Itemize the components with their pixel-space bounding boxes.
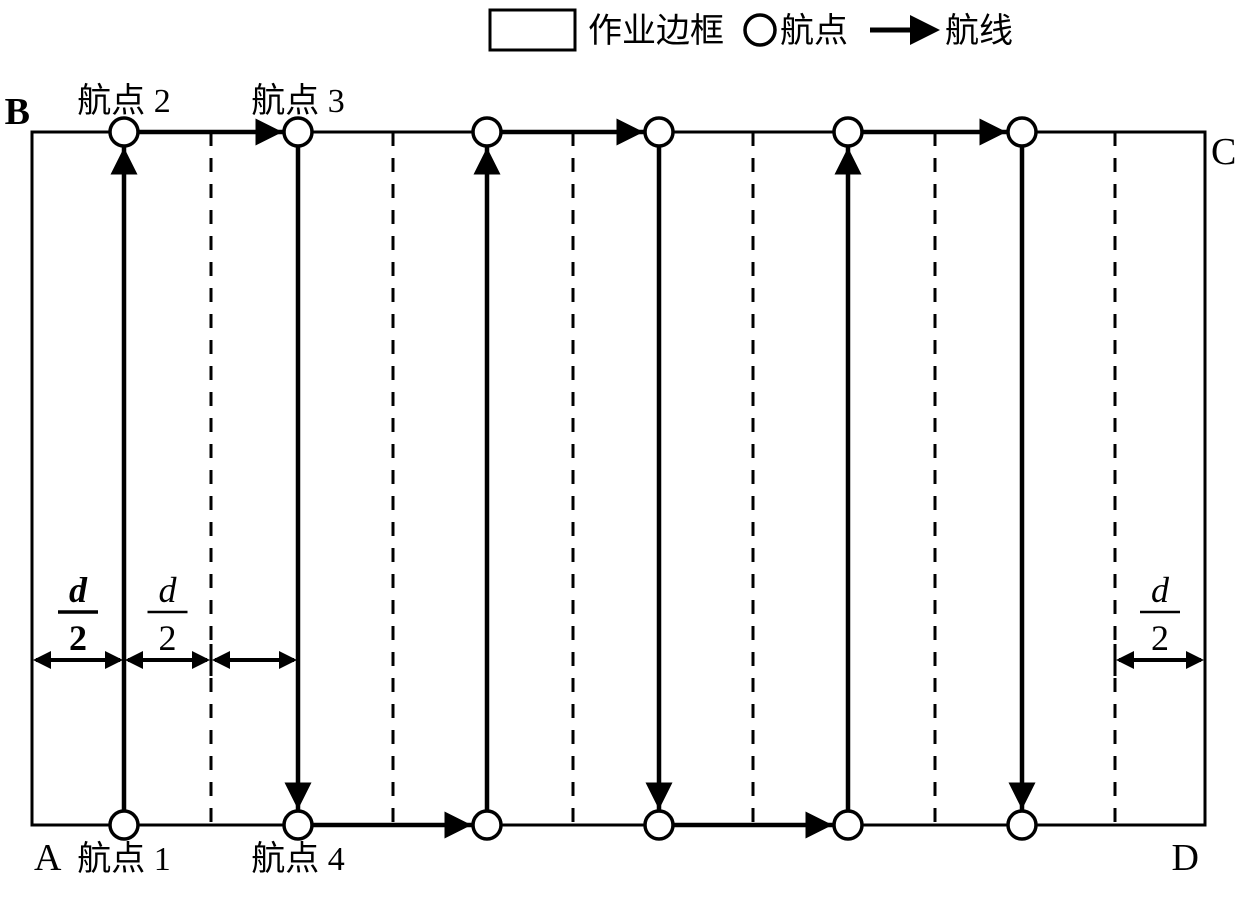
legend-waypoint-icon <box>745 15 775 45</box>
corner-A-label: A <box>34 837 62 879</box>
legend-box-icon <box>490 10 575 50</box>
corner-C-label: C <box>1211 131 1236 173</box>
waypoint-marker <box>110 811 138 839</box>
waypoint-2-label: 航点 2 <box>77 82 171 120</box>
waypoint-3-label: 航点 3 <box>251 82 345 120</box>
waypoint-marker <box>645 118 673 146</box>
waypoint-marker <box>834 811 862 839</box>
corner-B-label: B <box>5 91 30 133</box>
dim-d-half-right: d2 <box>1140 570 1180 658</box>
svg-text:2: 2 <box>159 618 177 658</box>
waypoint-1-label: 航点 1 <box>77 840 171 878</box>
waypoint-marker <box>473 811 501 839</box>
dim-d-half-left-bold: d2 <box>58 570 98 658</box>
legend-waypoint-label: 航点 <box>780 12 848 50</box>
diagram-container: 作业边框航点航线BCAD航点 1航点 2航点 3航点 4d2d2d2 <box>0 0 1240 914</box>
svg-text:2: 2 <box>1151 618 1169 658</box>
dim-d-half-2: d2 <box>148 570 188 658</box>
waypoint-marker <box>284 118 312 146</box>
legend-box-label: 作业边框 <box>588 12 724 50</box>
waypoint-marker <box>1008 811 1036 839</box>
waypoint-marker <box>284 811 312 839</box>
svg-text:d: d <box>69 570 88 610</box>
svg-text:d: d <box>159 570 178 610</box>
work-boundary-box <box>32 132 1205 825</box>
corner-D-label: D <box>1172 837 1199 879</box>
waypoint-4-label: 航点 4 <box>251 840 345 878</box>
legend-route-label: 航线 <box>945 12 1013 50</box>
waypoint-marker <box>834 118 862 146</box>
route-diagram: 作业边框航点航线BCAD航点 1航点 2航点 3航点 4d2d2d2 <box>0 0 1240 914</box>
waypoint-marker <box>473 118 501 146</box>
waypoint-marker <box>110 118 138 146</box>
svg-text:d: d <box>1151 570 1170 610</box>
waypoint-marker <box>645 811 673 839</box>
waypoint-marker <box>1008 118 1036 146</box>
svg-text:2: 2 <box>69 618 87 658</box>
